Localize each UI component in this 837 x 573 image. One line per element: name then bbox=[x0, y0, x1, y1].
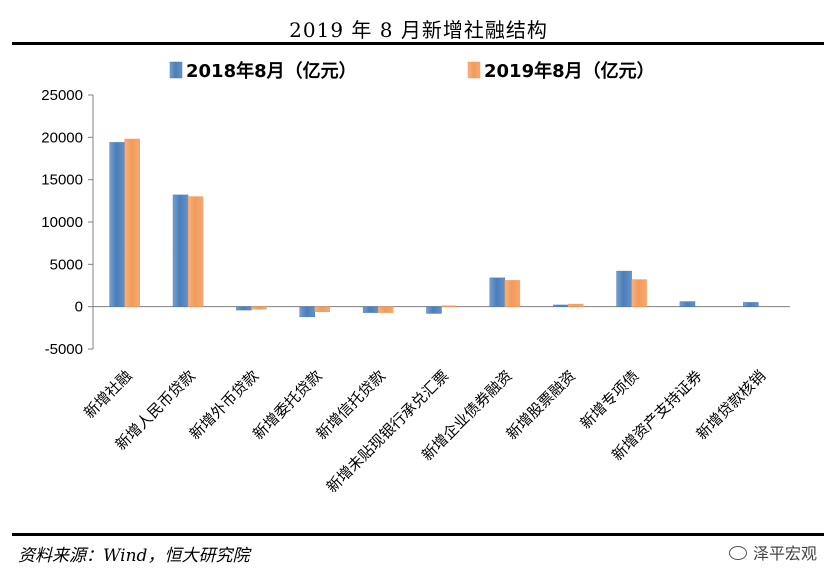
bar-2018 bbox=[489, 277, 506, 307]
legend-swatch bbox=[467, 61, 481, 79]
y-tick-label: 10000 bbox=[41, 214, 83, 231]
bar-2018 bbox=[109, 142, 125, 307]
y-tick-label: 25000 bbox=[41, 87, 83, 104]
watermark: 泽平宏观 bbox=[728, 540, 817, 564]
source-note: 资料来源：Wind，恒大研究院 bbox=[18, 546, 250, 566]
y-tick-label: 0 bbox=[75, 299, 83, 316]
bar-2018 bbox=[172, 194, 189, 307]
bar-2018 bbox=[299, 306, 316, 318]
y-tick-label: 15000 bbox=[41, 172, 83, 189]
bar-2019 bbox=[251, 306, 267, 310]
x-category-label: 新增专项债 bbox=[577, 367, 643, 433]
bar-2018 bbox=[552, 304, 569, 307]
bar-2019 bbox=[377, 306, 394, 313]
bar-2019 bbox=[124, 138, 140, 307]
bar-2019 bbox=[504, 280, 521, 307]
bar-2018 bbox=[426, 306, 442, 314]
x-category-label: 新增社融 bbox=[80, 367, 135, 422]
y-tick-label: -5000 bbox=[45, 341, 83, 358]
bar-2018 bbox=[616, 270, 632, 307]
bar-2018 bbox=[362, 306, 379, 313]
y-tick-label: 20000 bbox=[41, 129, 83, 146]
bottom-rule bbox=[12, 533, 824, 536]
y-tick-label: 5000 bbox=[50, 256, 83, 273]
bar-2018 bbox=[743, 302, 759, 307]
watermark-text: 泽平宏观 bbox=[752, 544, 817, 563]
chart-title: 2019 年 8 月新增社融结构 bbox=[289, 18, 548, 42]
wechat-icon bbox=[728, 546, 747, 560]
bar-2019 bbox=[441, 305, 457, 308]
bar-2019 bbox=[567, 303, 584, 307]
legend-label: 2018年8月（亿元） bbox=[186, 60, 357, 82]
legend-label: 2019年8月（亿元） bbox=[484, 60, 655, 82]
top-rule bbox=[12, 42, 824, 45]
bar-2019 bbox=[187, 196, 204, 307]
legend-swatch bbox=[169, 61, 183, 79]
x-category-label: 新增未贴现银行承兑汇票 bbox=[323, 367, 452, 496]
bar-2018 bbox=[236, 306, 252, 311]
bar-2019 bbox=[631, 279, 647, 307]
bar-2018 bbox=[679, 301, 696, 307]
bar-2019 bbox=[314, 306, 331, 312]
bar-chart: 2500020000150001000050000-5000新增社融新增人民币贷… bbox=[41, 60, 790, 496]
